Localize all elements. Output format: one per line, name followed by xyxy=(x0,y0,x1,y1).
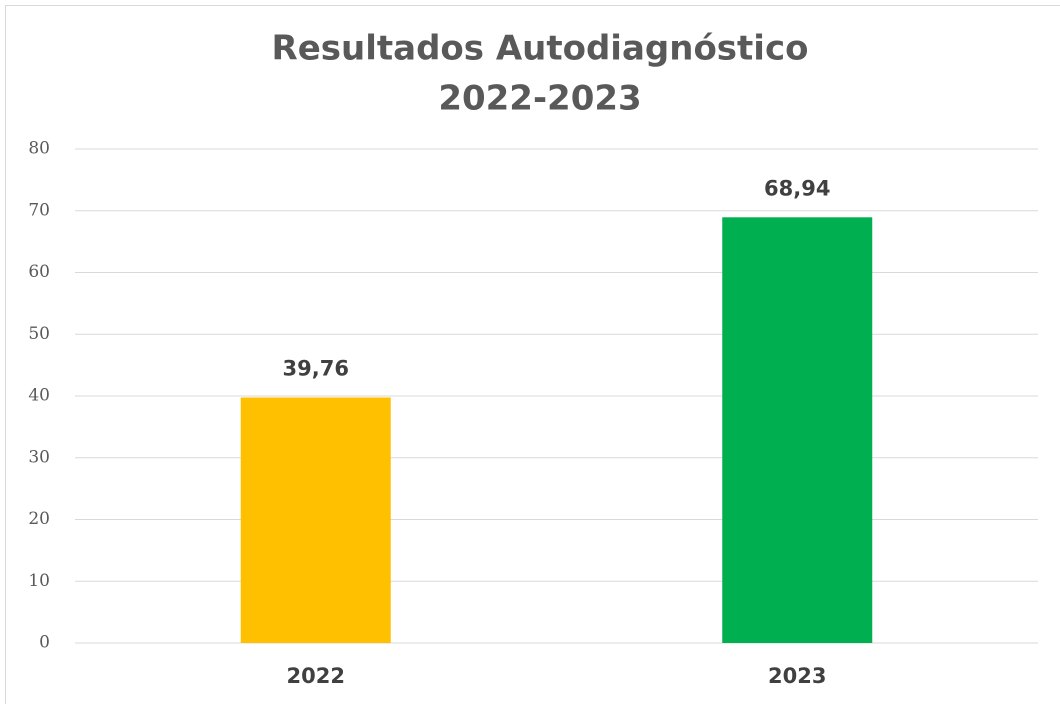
chart-title: Resultados Autodiagnóstico xyxy=(272,29,809,69)
y-tick-label: 20 xyxy=(28,509,50,529)
y-tick-label: 40 xyxy=(28,386,50,406)
x-tick-label: 2023 xyxy=(768,664,826,688)
chart-title: 2022-2023 xyxy=(438,79,641,119)
y-tick-label: 80 xyxy=(28,139,50,159)
bar xyxy=(722,217,873,643)
chart-border xyxy=(5,5,1060,704)
y-tick-label: 50 xyxy=(28,324,50,344)
y-tick-label: 60 xyxy=(28,262,50,282)
data-label: 68,94 xyxy=(764,176,830,200)
y-tick-label: 10 xyxy=(28,571,50,591)
y-tick-label: 0 xyxy=(39,633,50,653)
data-label: 39,76 xyxy=(283,356,349,380)
y-tick-label: 30 xyxy=(28,447,50,467)
x-tick-label: 2022 xyxy=(287,664,345,688)
bar xyxy=(240,397,391,643)
y-tick-label: 70 xyxy=(28,200,50,220)
